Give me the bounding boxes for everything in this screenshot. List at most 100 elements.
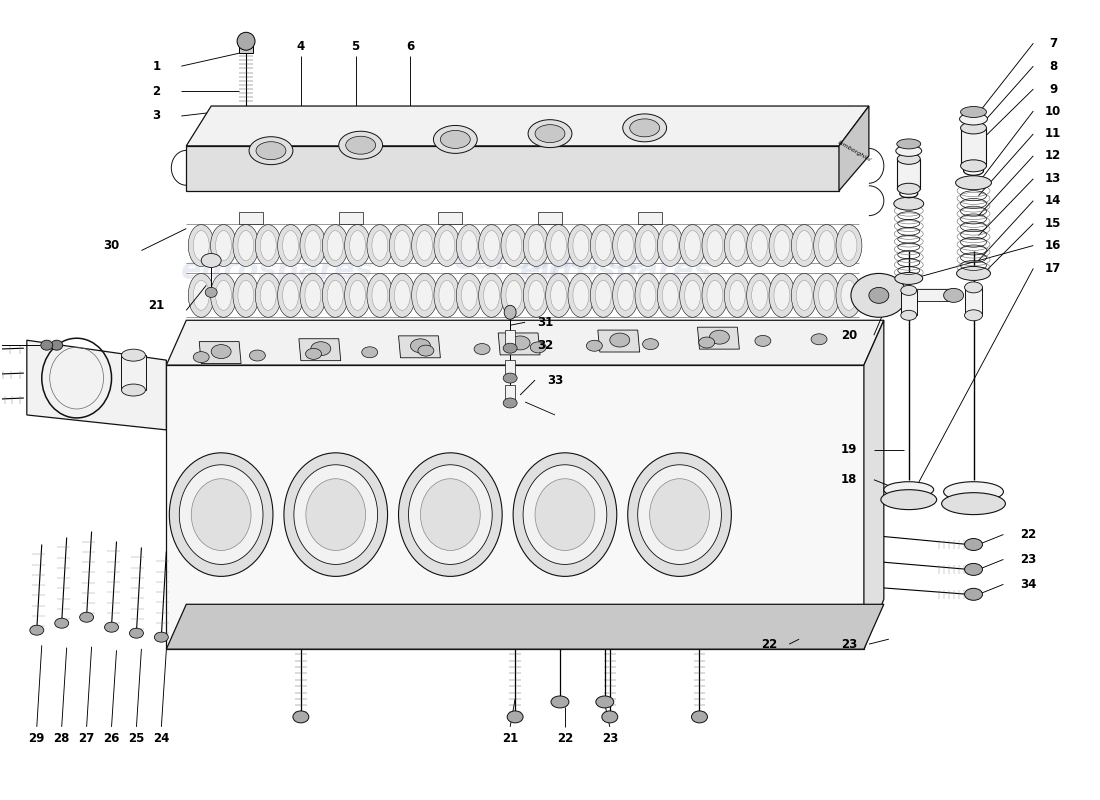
Bar xyxy=(339,212,363,224)
Text: 16: 16 xyxy=(1045,239,1062,252)
Text: 4: 4 xyxy=(297,40,305,53)
Ellipse shape xyxy=(573,230,588,261)
Ellipse shape xyxy=(769,274,795,318)
Ellipse shape xyxy=(504,306,516,319)
Ellipse shape xyxy=(642,338,659,350)
Ellipse shape xyxy=(638,465,722,565)
Text: eurospares: eurospares xyxy=(550,435,742,464)
Text: 30: 30 xyxy=(103,239,120,252)
Ellipse shape xyxy=(680,274,705,318)
Ellipse shape xyxy=(814,225,839,266)
Ellipse shape xyxy=(591,274,616,318)
Ellipse shape xyxy=(546,274,572,318)
Ellipse shape xyxy=(658,274,683,318)
Text: 1: 1 xyxy=(152,60,161,73)
Bar xyxy=(906,290,952,302)
Ellipse shape xyxy=(707,230,723,261)
Ellipse shape xyxy=(394,230,410,261)
Ellipse shape xyxy=(960,160,987,172)
Ellipse shape xyxy=(640,230,656,261)
Ellipse shape xyxy=(350,281,365,310)
Ellipse shape xyxy=(894,198,924,210)
Ellipse shape xyxy=(250,350,265,361)
Polygon shape xyxy=(398,336,440,358)
Text: 34: 34 xyxy=(1020,578,1036,591)
Ellipse shape xyxy=(747,274,772,318)
Ellipse shape xyxy=(233,274,258,318)
Bar xyxy=(901,290,916,315)
Ellipse shape xyxy=(478,225,505,266)
Ellipse shape xyxy=(724,225,750,266)
Text: 20: 20 xyxy=(840,329,857,342)
Ellipse shape xyxy=(210,225,236,266)
Ellipse shape xyxy=(965,588,982,600)
Ellipse shape xyxy=(842,230,857,261)
Text: 9: 9 xyxy=(1049,82,1057,95)
Ellipse shape xyxy=(640,281,656,310)
Bar xyxy=(439,212,462,224)
Ellipse shape xyxy=(524,225,549,266)
Ellipse shape xyxy=(121,384,145,396)
Ellipse shape xyxy=(635,225,661,266)
Ellipse shape xyxy=(277,225,304,266)
Ellipse shape xyxy=(702,225,728,266)
Ellipse shape xyxy=(751,281,768,310)
Ellipse shape xyxy=(344,225,371,266)
Ellipse shape xyxy=(942,493,1005,514)
Ellipse shape xyxy=(461,230,477,261)
Ellipse shape xyxy=(506,281,521,310)
Ellipse shape xyxy=(344,274,371,318)
Ellipse shape xyxy=(216,230,231,261)
Ellipse shape xyxy=(283,281,298,310)
Ellipse shape xyxy=(710,330,729,344)
Ellipse shape xyxy=(662,281,679,310)
Ellipse shape xyxy=(528,120,572,147)
Ellipse shape xyxy=(300,274,326,318)
Ellipse shape xyxy=(698,337,715,348)
Text: 33: 33 xyxy=(547,374,563,386)
Ellipse shape xyxy=(130,628,143,638)
Ellipse shape xyxy=(680,225,705,266)
Text: 11: 11 xyxy=(1045,127,1062,141)
Ellipse shape xyxy=(433,126,477,154)
Bar xyxy=(505,385,515,400)
Ellipse shape xyxy=(546,225,572,266)
Ellipse shape xyxy=(233,225,258,266)
Text: 14: 14 xyxy=(1045,194,1062,207)
Ellipse shape xyxy=(305,281,321,310)
Polygon shape xyxy=(839,106,869,190)
Text: 19: 19 xyxy=(840,443,857,456)
Ellipse shape xyxy=(811,334,827,345)
Ellipse shape xyxy=(367,274,393,318)
Ellipse shape xyxy=(944,288,964,302)
Ellipse shape xyxy=(211,345,231,358)
Ellipse shape xyxy=(350,230,365,261)
Ellipse shape xyxy=(602,711,618,723)
Ellipse shape xyxy=(293,711,309,723)
Ellipse shape xyxy=(256,142,286,160)
Ellipse shape xyxy=(623,114,667,142)
Ellipse shape xyxy=(573,281,588,310)
Ellipse shape xyxy=(510,336,530,350)
Ellipse shape xyxy=(568,225,594,266)
Ellipse shape xyxy=(965,310,982,321)
Ellipse shape xyxy=(461,281,477,310)
Ellipse shape xyxy=(372,281,388,310)
Ellipse shape xyxy=(238,281,254,310)
Ellipse shape xyxy=(294,465,377,565)
Ellipse shape xyxy=(796,281,812,310)
Ellipse shape xyxy=(311,342,331,356)
Ellipse shape xyxy=(898,154,921,164)
Text: 27: 27 xyxy=(78,732,95,746)
Polygon shape xyxy=(199,342,241,363)
Ellipse shape xyxy=(484,230,499,261)
Text: 28: 28 xyxy=(54,732,70,746)
Text: 13: 13 xyxy=(1045,172,1062,186)
Ellipse shape xyxy=(503,343,517,353)
Ellipse shape xyxy=(956,176,991,190)
Polygon shape xyxy=(166,320,883,365)
Bar xyxy=(121,355,146,390)
Polygon shape xyxy=(697,327,739,349)
Ellipse shape xyxy=(169,453,273,576)
Ellipse shape xyxy=(506,230,521,261)
